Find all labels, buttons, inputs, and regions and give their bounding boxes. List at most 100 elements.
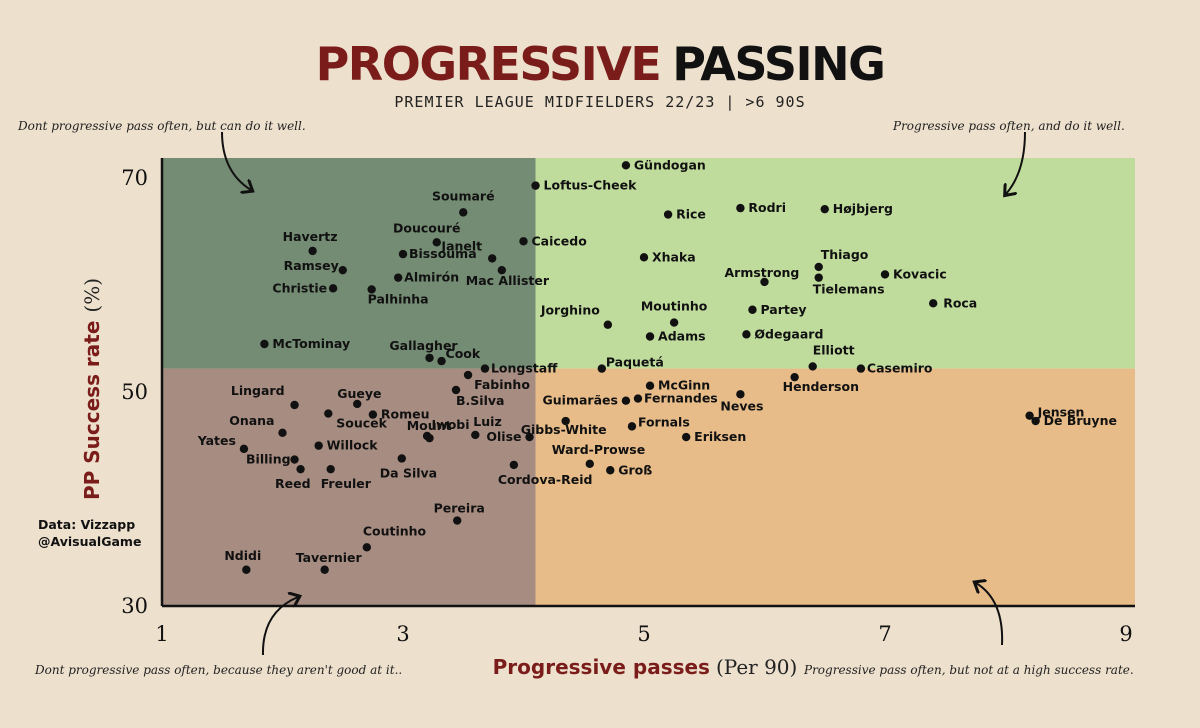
- x-axis-label-unit: (Per 90): [715, 655, 798, 679]
- y-tick-label: 30: [121, 594, 148, 618]
- point-janelt: [487, 254, 497, 263]
- point-bissouma: [398, 249, 408, 259]
- quadrant-top-left: [162, 158, 536, 369]
- player-fabinho: Fabinho: [463, 370, 530, 392]
- player-havertz: Havertz: [283, 229, 338, 256]
- player-caicedo: Caicedo: [519, 233, 587, 248]
- point-tavernier: [320, 565, 329, 574]
- player-yates: Yates: [197, 433, 249, 454]
- player-moutinho: Moutinho: [641, 299, 708, 327]
- point-degaard: [742, 330, 751, 339]
- label-tielemans: Tielemans: [813, 282, 885, 297]
- player-coutinho: Coutinho: [362, 523, 427, 552]
- player-cook: Cook: [437, 346, 481, 366]
- player-ndidi: Ndidi: [224, 548, 261, 574]
- point-gro: [606, 466, 615, 475]
- label-fabinho: Fabinho: [474, 377, 530, 392]
- point-henderson: [790, 372, 799, 382]
- label-cook: Cook: [446, 346, 481, 361]
- player-de-bruyne: De Bruyne: [1031, 413, 1117, 428]
- point-fernandes: [633, 394, 643, 403]
- label-adams: Adams: [658, 329, 706, 344]
- point-doucour: [432, 238, 441, 247]
- point-moutinho: [669, 318, 679, 327]
- point-ndidi: [242, 565, 251, 574]
- player-janelt: Janelt: [440, 238, 497, 263]
- data-points: Gündogan Loftus-Cheek Soumaré Rice Rodri Højb…: [197, 157, 1117, 574]
- player-degaard: Ødegaard: [742, 326, 823, 341]
- point-fabinho: [463, 370, 473, 380]
- point-soucek: [324, 409, 333, 418]
- point-armstrong: [760, 277, 769, 287]
- point-billing: [290, 455, 299, 464]
- point-fornals: [627, 422, 637, 431]
- label-gallagher: Gallagher: [389, 338, 458, 353]
- player-reed: Reed: [275, 464, 311, 491]
- point-soumar: [459, 208, 468, 217]
- point-yates: [239, 444, 249, 454]
- credit-source: Data: Vizzapp: [38, 517, 136, 532]
- label-olise: Olise: [486, 429, 521, 444]
- label-armstrong: Armstrong: [725, 265, 800, 280]
- label-jensen: Jensen: [1037, 405, 1085, 420]
- y-axis-label-main: PP Success rate: [80, 320, 104, 501]
- player-kovacic: Kovacic: [880, 266, 947, 281]
- player-longstaff: Longstaff: [480, 361, 558, 376]
- annotation-bottom-right: Progressive pass often, but not at a hig…: [804, 663, 1134, 677]
- player-paquet: Paquetá: [597, 355, 664, 373]
- point-casemiro: [856, 364, 866, 373]
- label-christie: Christie: [272, 280, 327, 295]
- x-tick-label: 3: [396, 622, 409, 646]
- quadrant-bottom-right: [535, 368, 1135, 606]
- point-luiz: [471, 430, 480, 440]
- label-kovacic: Kovacic: [893, 266, 947, 281]
- point-cook: [437, 356, 446, 366]
- label-eriksen: Eriksen: [694, 429, 746, 444]
- point-ramsey: [338, 265, 347, 275]
- player-bissouma: Bissouma: [398, 246, 477, 261]
- point-g-ndogan: [621, 161, 631, 170]
- label-janelt: Janelt: [440, 238, 482, 253]
- point-olise: [525, 432, 534, 442]
- player-armstrong: Armstrong: [725, 265, 800, 287]
- label-palhinha: Palhinha: [368, 291, 429, 306]
- label-fornals: Fornals: [638, 414, 690, 429]
- player-fernandes: Fernandes: [633, 391, 718, 406]
- point-da-silva: [397, 454, 406, 463]
- arrow-bottom-left: [261, 597, 298, 656]
- player-g-ndogan: Gündogan: [621, 157, 706, 172]
- player-gro: Groß: [606, 462, 652, 477]
- player-billing: Billing: [246, 452, 299, 467]
- label-ward-prowse: Ward-Prowse: [552, 442, 645, 457]
- axes: 1 3 5 7 9 30 50 70: [121, 158, 1135, 646]
- point-ward-prowse: [585, 459, 594, 469]
- player-guimar-es: Guimarães: [543, 393, 631, 408]
- point-caicedo: [519, 237, 528, 246]
- point-reed: [296, 464, 305, 474]
- point-mac-allister: [497, 265, 507, 275]
- data-credit: Data: Vizzapp @AvisualGame: [38, 516, 141, 550]
- label-ndidi: Ndidi: [224, 548, 261, 563]
- label-iwobi: Iwobi: [432, 417, 470, 432]
- point-loftus-cheek: [531, 181, 540, 190]
- quadrant-bottom-left: [162, 368, 536, 606]
- player-christie: Christie: [272, 280, 338, 295]
- player-loftus-cheek: Loftus-Cheek: [531, 178, 637, 193]
- label-soumar: Soumaré: [432, 188, 495, 203]
- player-soumar: Soumaré: [432, 188, 495, 217]
- arrow-top-right: [1006, 131, 1026, 194]
- label-bissouma: Bissouma: [409, 246, 477, 261]
- player-partey: Partey: [748, 302, 806, 317]
- point-palhinha: [367, 285, 376, 294]
- x-tick-label: 1: [155, 622, 168, 646]
- label-henderson: Henderson: [783, 379, 859, 394]
- label-casemiro: Casemiro: [867, 361, 933, 376]
- label-mount: Mount: [407, 418, 452, 433]
- y-axis-label-unit: (%): [80, 277, 104, 313]
- label-willock: Willock: [327, 438, 379, 453]
- label-gibbs-white: Gibbs-White: [521, 422, 607, 437]
- player-neves: Neves: [720, 390, 763, 413]
- player-adams: Adams: [645, 329, 706, 344]
- label-g-ndogan: Gündogan: [634, 157, 706, 172]
- point-elliott: [808, 362, 817, 371]
